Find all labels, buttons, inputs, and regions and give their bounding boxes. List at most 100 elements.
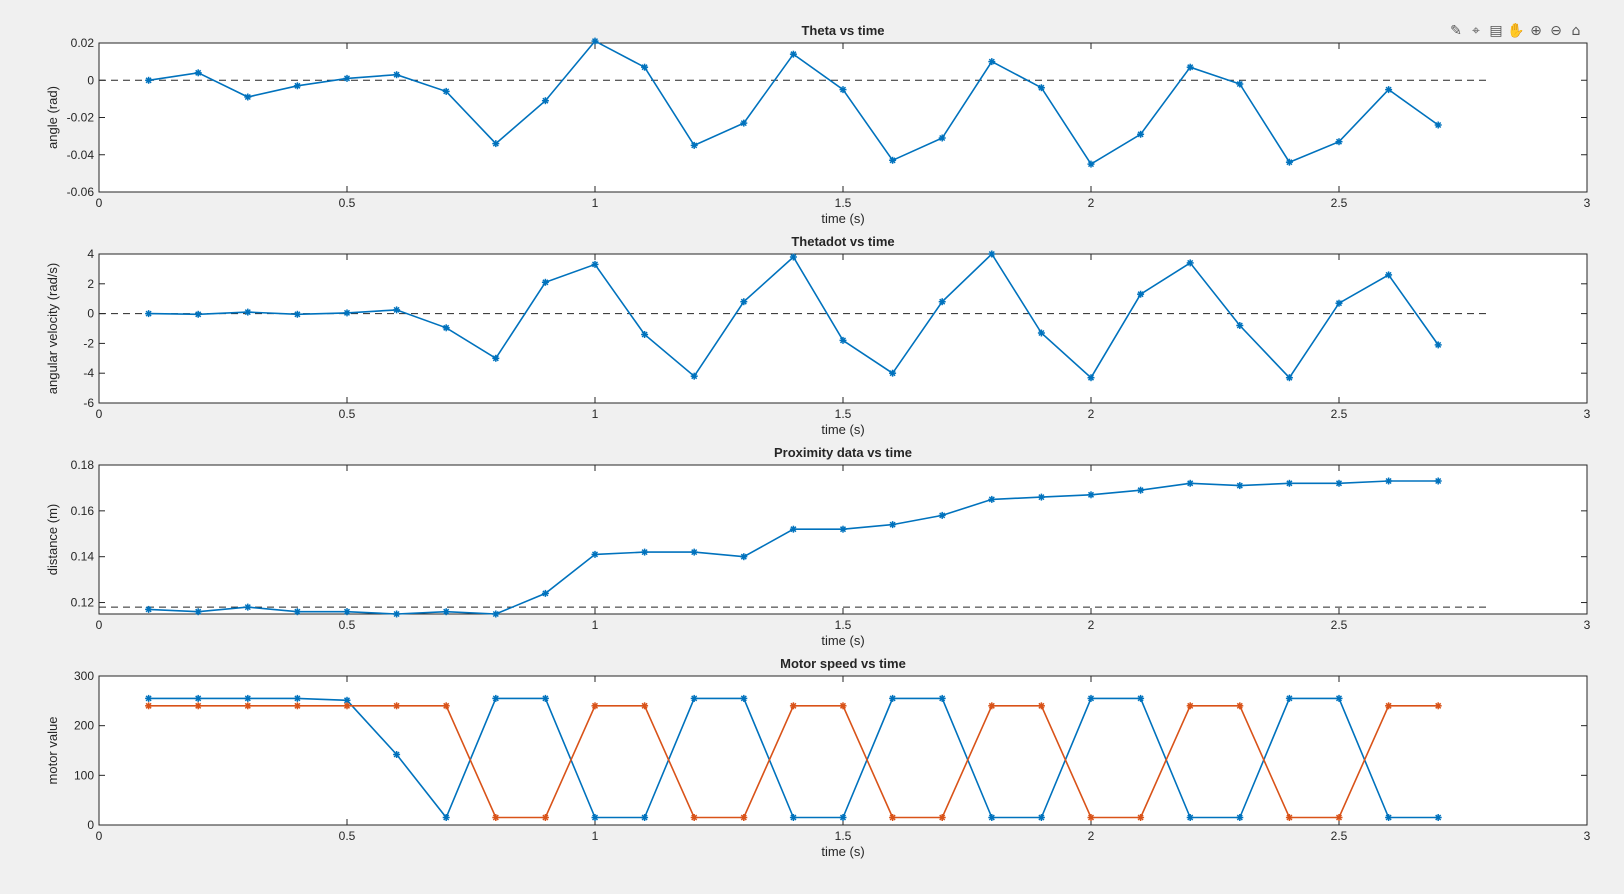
data-point	[938, 134, 946, 142]
marker-stroke	[691, 142, 698, 149]
marker-stroke	[393, 702, 400, 709]
marker-stroke	[1286, 159, 1293, 166]
marker-stroke	[740, 120, 747, 127]
brush-icon[interactable]: ✎	[1450, 23, 1462, 39]
axes-box	[98, 675, 1588, 826]
x-tick-label: 3	[1584, 618, 1591, 632]
zoom-in-icon[interactable]: ⊕	[1530, 23, 1542, 39]
marker-stroke	[839, 702, 847, 709]
marker-stroke	[641, 331, 648, 338]
y-tick-label: 100	[74, 768, 94, 782]
y-tick-label: 0.18	[71, 458, 95, 472]
data-point	[1236, 80, 1244, 88]
legend-icon[interactable]: ▤	[1489, 23, 1503, 39]
marker-stroke	[1286, 480, 1293, 487]
data-point	[789, 702, 797, 710]
y-tick-label: -0.02	[67, 111, 95, 125]
x-tick-label: 0	[96, 829, 103, 843]
data-point	[938, 298, 946, 306]
marker-stroke	[691, 814, 698, 821]
data-point	[988, 250, 996, 258]
data-point	[1087, 374, 1095, 382]
data-point	[889, 521, 897, 529]
data-point	[591, 37, 599, 45]
marker-stroke	[641, 549, 648, 556]
data-point	[1186, 814, 1194, 821]
data-point	[1385, 271, 1393, 279]
data-point	[641, 814, 649, 821]
home-icon[interactable]: ⌂	[1571, 23, 1581, 39]
marker-stroke	[195, 311, 202, 318]
marker-stroke	[740, 814, 747, 821]
marker-stroke	[1038, 84, 1045, 91]
marker-stroke	[195, 702, 202, 709]
marker-stroke	[1385, 271, 1392, 278]
marker-stroke	[790, 253, 797, 261]
marker-stroke	[1385, 477, 1392, 485]
data-point	[145, 605, 153, 613]
marker-stroke	[740, 553, 747, 560]
marker-stroke	[1187, 64, 1194, 71]
data-point	[194, 69, 202, 77]
y-axis-label: distance (m)	[45, 504, 60, 576]
data-point	[244, 694, 252, 702]
x-tick-label: 1.5	[835, 829, 852, 843]
marker-stroke	[1335, 138, 1343, 145]
data-point	[1434, 814, 1442, 821]
x-tick-label: 3	[1584, 407, 1591, 421]
data-point	[1186, 63, 1194, 71]
marker-stroke	[988, 58, 995, 65]
data-point	[145, 310, 153, 318]
marker-stroke	[343, 702, 351, 709]
subplot-3: 0 0.5 1 1.5 2 2.5 3 0.12 0.14 0.16 0.18 Proximity d…	[45, 445, 1591, 648]
data-point	[1385, 477, 1393, 485]
x-tick-label: 0	[96, 407, 103, 421]
y-axis-label: angle (rad)	[45, 86, 60, 149]
data-point	[839, 86, 847, 94]
data-point	[194, 310, 202, 318]
x-tick-label: 1.5	[835, 618, 852, 632]
data-point	[1236, 482, 1244, 490]
marker-stroke	[1038, 702, 1045, 709]
data-point	[293, 82, 301, 90]
y-axis-label: angular velocity (rad/s)	[45, 263, 60, 395]
zoom-out-icon[interactable]: ⊖	[1550, 23, 1562, 39]
data-point	[1285, 158, 1293, 166]
pan-icon[interactable]: ✋	[1507, 23, 1525, 39]
marker-stroke	[790, 526, 797, 533]
data-point	[988, 495, 996, 503]
data-point	[541, 97, 549, 105]
plot-title: Motor speed vs time	[780, 656, 906, 671]
data-point	[442, 324, 450, 332]
x-tick-label: 1	[592, 829, 599, 843]
data-point	[393, 610, 401, 618]
data-point	[641, 548, 649, 556]
data-point	[1186, 259, 1194, 267]
data-point	[1236, 814, 1244, 821]
marker-stroke	[1435, 477, 1442, 485]
data-point	[789, 50, 797, 58]
data-point	[1037, 84, 1045, 92]
y-axis-label: motor value	[45, 717, 60, 785]
x-tick-label: 0	[96, 196, 103, 210]
x-tick-label: 1	[592, 196, 599, 210]
marker-stroke	[1236, 80, 1243, 88]
data-point	[1087, 491, 1095, 499]
data-point	[641, 331, 649, 338]
marker-stroke	[1385, 86, 1392, 93]
data-point	[541, 278, 549, 286]
marker-stroke	[443, 608, 450, 615]
y-tick-label: 0.16	[71, 504, 95, 518]
marker-stroke	[1137, 487, 1144, 494]
data-point	[1137, 814, 1145, 821]
plot-title: Thetadot vs time	[791, 234, 894, 249]
data-point	[889, 694, 897, 702]
marker-stroke	[1087, 695, 1095, 702]
marker-stroke	[1335, 480, 1343, 487]
data-point	[194, 608, 202, 616]
data-point	[839, 336, 847, 344]
marker-stroke	[145, 702, 152, 709]
data-cursor-icon[interactable]: ⌖	[1472, 23, 1480, 39]
x-tick-label: 2	[1088, 618, 1095, 632]
